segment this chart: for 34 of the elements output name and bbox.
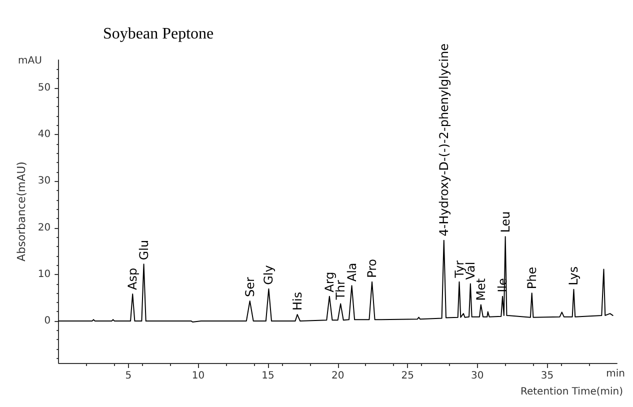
x-tick-label: 25 — [401, 370, 414, 382]
annotation: Phe — [524, 266, 539, 290]
annotation: Gly — [262, 265, 276, 285]
y-tick-label: 0 — [44, 316, 51, 327]
x-tick-label: 20 — [331, 370, 344, 382]
y-tick-label: 20 — [38, 222, 51, 234]
y-tick-label: 50 — [38, 82, 51, 94]
y-tick-label: 10 — [38, 268, 51, 280]
annotation: Pro — [365, 258, 380, 278]
x-axis-title: Retention Time(min) — [520, 386, 624, 398]
y-tick-label: 40 — [38, 129, 51, 140]
annotation: Ser — [242, 277, 257, 297]
annotation: Arg — [322, 272, 336, 292]
annotation: Leu — [498, 211, 512, 233]
annotation: Met — [474, 278, 488, 301]
annotation: His — [290, 292, 304, 311]
x-tick-label: 10 — [192, 370, 205, 382]
x-tick-label: 15 — [262, 370, 274, 382]
annotation: Lys — [566, 266, 581, 286]
annotation: 4-Hydroxy-D-(-)-2-phenylglycine — [436, 44, 451, 236]
chart-title: Soybean Peptone — [103, 26, 214, 42]
x-tick-label: 30 — [471, 370, 484, 382]
y-axis-title: Absorbance(mAU) — [15, 162, 28, 262]
text: mAU — [18, 56, 42, 66]
x-tick-label: 35 — [540, 370, 554, 382]
line-series — [58, 236, 614, 322]
text: min — [606, 368, 625, 380]
y-tick-label: 30 — [38, 176, 51, 187]
annotation: Ala — [344, 262, 359, 282]
annotation: Thr — [334, 280, 348, 301]
x-tick-label: 5 — [125, 370, 132, 382]
annotation: Tyr — [452, 260, 466, 279]
annotation: Asp — [126, 268, 140, 290]
annotation: Glu — [136, 240, 151, 260]
